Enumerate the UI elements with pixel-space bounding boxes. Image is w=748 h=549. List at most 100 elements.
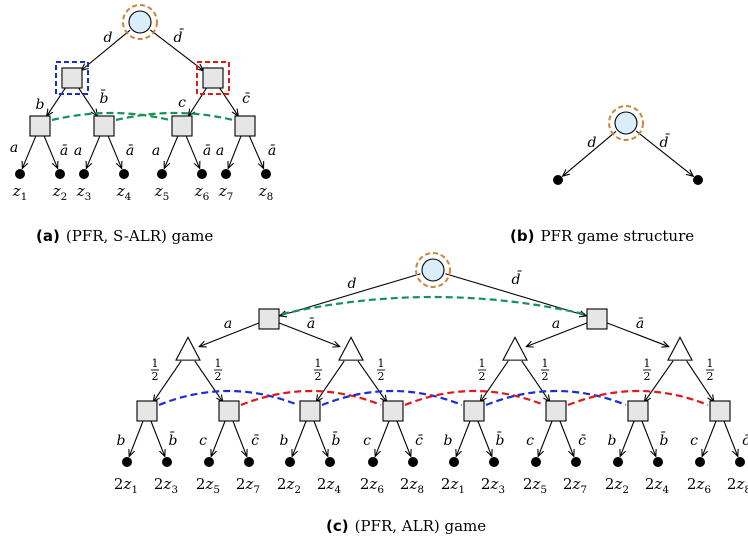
edge-label: a — [10, 140, 18, 156]
tree-edge — [43, 135, 57, 168]
probability-label: 12 — [151, 357, 159, 383]
tree-edge — [86, 135, 101, 168]
tree-edge — [357, 360, 387, 402]
tree-edge — [248, 135, 263, 168]
probability-numerator: 1 — [215, 357, 222, 370]
tree-edge — [477, 421, 492, 456]
tree-edge — [292, 421, 307, 456]
information-sets — [51, 111, 709, 407]
edge-label: ā — [60, 143, 68, 159]
edge-label: c̄ — [251, 433, 259, 449]
edge-label: b̄ — [169, 431, 178, 449]
leaf-label: z4 — [116, 182, 132, 203]
caption-c: (c) (PFR, ALR) game — [326, 517, 486, 535]
tree-edge — [445, 273, 586, 316]
decision-node — [382, 400, 404, 422]
tree-edge — [644, 360, 674, 402]
terminal-node — [244, 457, 254, 467]
edge-label: a — [216, 143, 224, 159]
probability-label: 12 — [214, 357, 222, 383]
probability-denominator: 2 — [644, 370, 651, 383]
decision-node — [709, 400, 731, 422]
leaf-label: z2 — [52, 182, 68, 203]
edge-label: ā — [307, 316, 315, 332]
terminal-node — [653, 457, 663, 467]
decision-node — [627, 400, 649, 422]
edge-label: b̄ — [332, 431, 341, 449]
decision-node — [586, 308, 608, 330]
infoset-arc — [404, 389, 545, 407]
tree-edge — [189, 86, 208, 116]
chance-triangle — [338, 336, 364, 361]
tree-edge — [538, 421, 553, 456]
tree-edge — [22, 135, 37, 168]
leaf-label: 2z3 — [154, 475, 178, 496]
edge-label-d-bar: d̄ — [174, 28, 185, 46]
leaf-label: 2z1 — [441, 475, 465, 496]
terminal-node — [695, 457, 705, 467]
chance-triangle — [502, 336, 528, 361]
decision-node — [299, 400, 321, 422]
terminal-node — [79, 169, 89, 179]
terminal-node — [55, 169, 65, 179]
tree-edge — [635, 130, 693, 176]
terminal-node — [693, 175, 703, 185]
probability-numerator: 1 — [542, 357, 549, 370]
edge-label: c̄ — [742, 433, 748, 449]
tree-edge — [81, 29, 131, 70]
tree-edge — [375, 421, 390, 456]
probability-denominator: 2 — [152, 370, 159, 383]
edge-label: b — [280, 433, 289, 449]
infoset-arc — [51, 111, 171, 122]
leaf-label: 2z5 — [523, 475, 547, 496]
edge-label: b̄ — [100, 89, 109, 107]
leaf-label: 2z3 — [481, 475, 505, 496]
caption-b: (b) PFR game structure — [510, 227, 694, 245]
tree-edge — [641, 421, 656, 456]
leaf-label: 2z4 — [645, 475, 669, 496]
decision-node — [463, 400, 485, 422]
leaf-label: z5 — [154, 182, 170, 203]
probability-numerator: 1 — [378, 357, 385, 370]
edge-label: c — [178, 95, 186, 111]
tree-edge — [47, 86, 67, 116]
tree-edge — [559, 421, 574, 456]
tree-edge — [232, 421, 247, 456]
tree-edge — [77, 86, 97, 116]
tree-edge — [702, 421, 717, 456]
decision-node — [61, 67, 83, 89]
edge-label: b — [444, 433, 453, 449]
edge-label-d-bar: d̄ — [660, 133, 671, 151]
tree-edge — [228, 136, 242, 168]
terminal-node — [449, 457, 459, 467]
tree-edge — [396, 421, 411, 456]
edge-label: c̄ — [242, 91, 250, 107]
leaf-label: z6 — [194, 182, 210, 203]
tree-edge — [480, 360, 509, 402]
chance-ring — [122, 4, 158, 40]
leaf-label: 2z6 — [360, 475, 384, 496]
tree-edge — [620, 421, 635, 456]
edge-label-d-bar: d̄ — [512, 270, 523, 288]
tree-edge — [607, 322, 669, 347]
tree-edge — [149, 29, 203, 71]
chance-ring — [415, 252, 451, 288]
terminal-node — [571, 457, 581, 467]
terminal-node — [197, 169, 207, 179]
probability-label: 12 — [643, 357, 651, 383]
decision-node — [202, 67, 224, 89]
chance-node — [614, 111, 638, 135]
infoset-arc — [115, 111, 234, 122]
leaf-label: 2z8 — [400, 475, 424, 496]
terminal-node — [325, 457, 335, 467]
tree-nodes — [15, 4, 745, 467]
terminal-node — [162, 457, 172, 467]
probability-denominator: 2 — [707, 370, 714, 383]
decision-node — [545, 400, 567, 422]
tree-edge — [563, 130, 617, 176]
probability-label: 12 — [377, 357, 385, 383]
decision-node — [29, 115, 51, 137]
tree-edges — [22, 29, 738, 457]
edge-label: c — [526, 433, 534, 449]
